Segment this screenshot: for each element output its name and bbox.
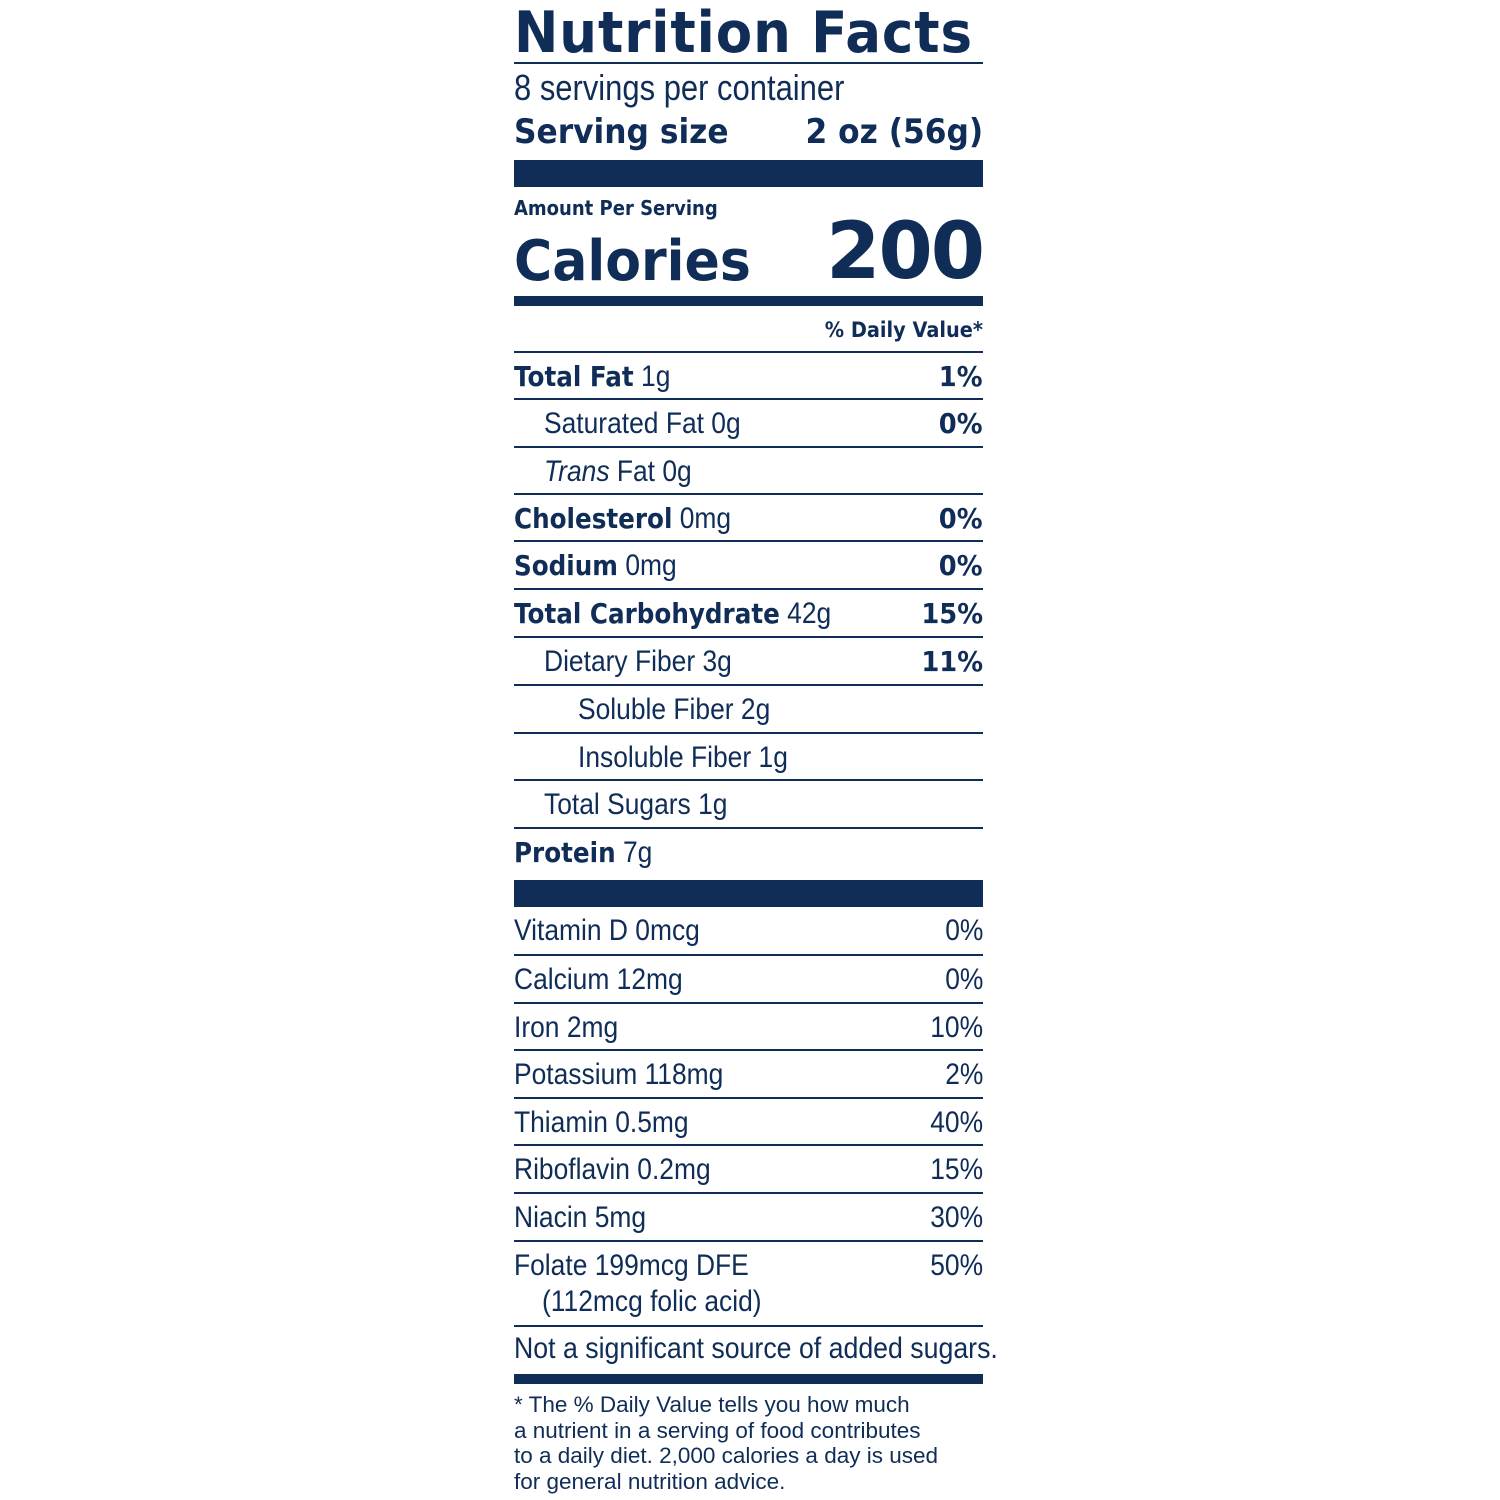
footnote-line: for general nutrition advice.: [514, 1468, 786, 1494]
nutrient-row-sodium: Sodium 0mg 0%: [514, 540, 983, 587]
vitamin-text: Calcium 12mg: [514, 963, 683, 996]
label-title: Nutrition Facts: [514, 0, 974, 66]
vitamin-dv: 0%: [944, 963, 983, 996]
vitamin-text: Folate 199mcg DFE: [514, 1249, 749, 1282]
vitamin-dv: 50%: [930, 1249, 983, 1282]
vitamin-text: Potassium 118mg: [514, 1058, 724, 1091]
nutrient-row-protein: Protein 7g: [514, 827, 983, 874]
calories-label: Calories: [514, 229, 751, 294]
thick-divider-top: [514, 160, 983, 187]
vitamin-row-folate: Folate 199mcg DFE (112mcg folic acid) 50…: [514, 1240, 983, 1326]
nutrient-name: Total Fat: [514, 360, 634, 393]
vitamin-row-thiamin: Thiamin 0.5mg 40%: [514, 1097, 983, 1144]
vitamin-text: Vitamin D 0mcg: [514, 914, 700, 947]
daily-value-header: % Daily Value*: [824, 318, 983, 342]
footnote-line: * The % Daily Value tells you how much: [514, 1392, 910, 1417]
vitamin-row-niacin: Niacin 5mg 30%: [514, 1192, 983, 1239]
nutrient-dv: 15%: [921, 597, 983, 630]
folate-divider: [514, 1325, 983, 1327]
nutrient-name: Saturated Fat: [544, 407, 704, 440]
footnote-line: to a daily diet. 2,000 calories a day is…: [514, 1443, 939, 1469]
nutrient-amount: 1g: [698, 788, 728, 821]
nutrient-amount: 3g: [702, 645, 732, 678]
vitamin-dv: 2%: [944, 1058, 983, 1091]
nutrient-name: Sodium: [514, 549, 618, 582]
daily-value-footnote: * The % Daily Value tells you how much a…: [514, 1392, 983, 1494]
vitamin-dv: 0%: [944, 914, 983, 947]
footnote-divider: [514, 1374, 983, 1384]
nutrient-dv: 1%: [939, 360, 983, 393]
nutrient-row-saturated-fat: Saturated Fat 0g 0%: [514, 398, 983, 445]
vitamin-text: Niacin 5mg: [514, 1201, 647, 1234]
nutrient-name: Trans: [544, 455, 610, 488]
nutrient-name: Dietary Fiber: [544, 645, 696, 678]
nutrition-facts-label: Nutrition Facts 8 servings per container…: [514, 0, 998, 1500]
vitamin-row-iron: Iron 2mg 10%: [514, 1002, 983, 1049]
nutrient-amount: 2g: [740, 693, 771, 726]
nutrient-name: Total Sugars: [544, 788, 691, 821]
thick-divider-vitamins: [514, 880, 983, 907]
nutrient-name: Insoluble Fiber: [578, 741, 752, 774]
serving-size-label: Serving size: [514, 112, 729, 152]
nutrient-amount: 7g: [622, 836, 653, 869]
vitamin-row-calcium: Calcium 12mg 0%: [514, 954, 983, 1001]
nutrient-row-trans-fat: Trans Fat 0g: [514, 446, 983, 493]
vitamin-text: Thiamin 0.5mg: [514, 1106, 689, 1139]
vitamin-text: Riboflavin 0.2mg: [514, 1153, 711, 1186]
nutrient-row-dietary-fiber: Dietary Fiber 3g 11%: [514, 636, 983, 683]
calories-value: 200: [826, 207, 985, 297]
nutrient-amount: 1g: [641, 360, 671, 393]
folic-acid-note: (112mcg folic acid): [542, 1285, 762, 1318]
nutrient-row-cholesterol: Cholesterol 0mg 0%: [514, 493, 983, 540]
vitamin-text: Iron 2mg: [514, 1011, 619, 1044]
footnote-line: a nutrient in a serving of food contribu…: [514, 1417, 921, 1443]
nutrient-amount: 1g: [758, 741, 788, 774]
servings-per-container: 8 servings per container: [514, 67, 845, 108]
vitamin-dv: 30%: [930, 1201, 983, 1234]
nutrient-amount: 0mg: [625, 549, 677, 582]
nutrient-dv: 0%: [939, 549, 983, 582]
vitamin-dv: 40%: [930, 1106, 983, 1139]
nutrient-row-insoluble-fiber: Insoluble Fiber 1g: [514, 732, 983, 779]
added-sugars-note: Not a significant source of added sugars…: [514, 1332, 998, 1365]
nutrient-row-soluble-fiber: Soluble Fiber 2g: [514, 684, 983, 731]
nutrient-row-total-sugars: Total Sugars 1g: [514, 779, 983, 826]
nutrient-name: Cholesterol: [514, 502, 673, 535]
vitamin-row-potassium: Potassium 118mg 2%: [514, 1049, 983, 1096]
serving-size-value: 2 oz (56g): [805, 112, 983, 152]
nutrient-row-total-carbohydrate: Total Carbohydrate 42g 15%: [514, 588, 983, 635]
nutrient-amount: 0g: [711, 407, 741, 440]
nutrient-dv: 0%: [939, 502, 983, 535]
nutrient-row-total-fat: Total Fat 1g 1%: [514, 351, 983, 398]
vitamin-dv: 15%: [930, 1153, 983, 1186]
nutrient-amount: 42g: [787, 597, 832, 630]
title-divider: [514, 62, 983, 64]
nutrient-name: Total Carbohydrate: [514, 597, 780, 630]
nutrient-dv: 0%: [939, 407, 983, 440]
vitamin-row-vitamin-d: Vitamin D 0mcg 0%: [514, 907, 983, 954]
nutrient-name-rest: Fat: [616, 455, 656, 488]
nutrient-name: Soluble Fiber: [578, 693, 734, 726]
nutrient-amount: 0g: [662, 455, 692, 488]
vitamin-dv: 10%: [930, 1011, 983, 1044]
calories-row: Calories 200: [514, 207, 985, 297]
nutrient-amount: 0mg: [679, 502, 732, 535]
nutrient-name: Protein: [514, 836, 616, 869]
nutrient-dv: 11%: [921, 645, 983, 678]
vitamin-row-riboflavin: Riboflavin 0.2mg 15%: [514, 1144, 983, 1191]
amount-per-serving: Amount Per Serving: [514, 196, 718, 220]
serving-size-row: Serving size 2 oz (56g): [514, 110, 983, 154]
calories-divider: [514, 296, 983, 306]
